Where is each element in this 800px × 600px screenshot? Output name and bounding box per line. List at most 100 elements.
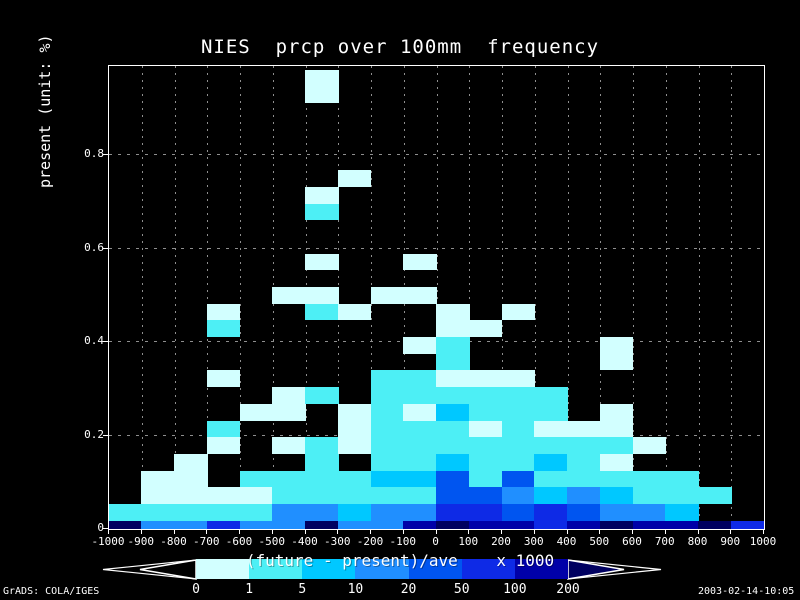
heatmap-cell [206,503,241,521]
x-tick-label: 300 [523,535,544,548]
heatmap-cell [730,520,764,529]
heatmap-cell [468,320,503,338]
y-tick-label: 0.8 [84,147,104,160]
heatmap-cell [370,287,405,304]
heatmap-cell [534,437,568,454]
heatmap-cell [403,487,437,504]
heatmap-cell [337,437,372,454]
x-gridline [633,66,634,529]
heatmap-cell [206,520,241,529]
heatmap-cell [567,520,601,529]
heatmap-cell [599,437,634,454]
x-tick-mark [697,529,699,534]
heatmap-cell [239,403,274,421]
heatmap-cell [567,487,601,504]
heatmap-cell [632,437,667,454]
colorbar-segment [461,559,516,579]
heatmap-cell [305,437,339,454]
heatmap-cell [468,453,503,471]
heatmap-cell [599,420,634,438]
heatmap-cell [305,287,339,304]
heatmap-cell [632,487,667,504]
heatmap-cell [599,487,634,504]
heatmap-cell [305,453,339,471]
x-tick-mark [664,529,666,534]
x-tick-label: 900 [720,535,741,548]
x-tick-mark [108,529,109,534]
heatmap-cell [468,487,503,504]
x-tick-mark [337,529,339,534]
heatmap-cell [305,253,339,271]
heatmap-cell [305,186,339,204]
heatmap-cell [206,487,241,504]
heatmap-cell [436,470,470,488]
y-tick-mark [103,154,108,155]
heatmap-cell [599,403,634,421]
heatmap-cell [501,370,536,388]
heatmap-cell [174,520,208,529]
heatmap-cell [206,320,241,338]
heatmap-cell [370,370,405,388]
heatmap-plot-area [108,65,765,530]
x-tick-label: -300 [324,535,351,548]
heatmap-cell [403,387,437,404]
heatmap-cell [468,420,503,438]
colorbar-label: 10 [347,582,364,597]
x-tick-label: -200 [356,535,384,548]
heatmap-cell [501,437,536,454]
x-tick-mark [370,529,371,534]
heatmap-cell [370,487,405,504]
y-gridline [109,154,764,155]
heatmap-cell [370,453,405,471]
heatmap-cell [305,470,339,488]
x-tick-mark [140,529,142,534]
heatmap-cell [403,470,437,488]
x-tick-label: 600 [622,535,642,548]
y-tick-mark [103,247,108,249]
y-tick-mark [103,434,108,436]
colorbar-label: 0 [192,582,200,597]
heatmap-cell [109,503,143,521]
x-tick-mark [501,529,502,534]
heatmap-cell [567,437,601,454]
colorbar-segment [408,559,463,579]
heatmap-cell [272,520,306,529]
colorbar-label: 5 [298,582,307,597]
colorbar-segment [249,559,303,579]
heatmap-cell [436,370,470,388]
x-gridline [502,66,503,529]
x-tick-mark [533,529,535,534]
heatmap-cell [436,303,470,321]
heatmap-cell [567,503,601,521]
x-tick-label: -700 [193,535,220,548]
x-tick-mark [599,529,601,534]
heatmap-cell [337,170,372,187]
heatmap-cell [534,470,568,488]
heatmap-cell [109,520,143,529]
heatmap-cell [501,303,536,321]
heatmap-cell [436,453,470,471]
heatmap-cell [436,437,470,454]
heatmap-cell [206,370,241,388]
heatmap-cell [436,387,470,404]
colorbar-segment [355,559,410,579]
heatmap-cell [501,420,536,438]
heatmap-cell [370,403,405,421]
heatmap-cell [174,453,208,471]
heatmap-cell [468,370,503,388]
colorbar-title: (future - present)/ave x 1000 [245,551,555,570]
colorbar-label: 100 [503,582,527,597]
heatmap-cell [272,487,306,504]
heatmap-cell [501,403,536,421]
colorbar-label: 50 [453,582,470,597]
heatmap-cell [599,503,634,521]
heatmap-cell [403,437,437,454]
heatmap-cell [632,503,667,521]
heatmap-cell [501,453,536,471]
x-tick-label: 500 [589,535,610,548]
heatmap-cell [436,320,470,338]
heatmap-cell [403,253,437,271]
heatmap-cell [370,387,405,404]
heatmap-cell [599,453,634,471]
